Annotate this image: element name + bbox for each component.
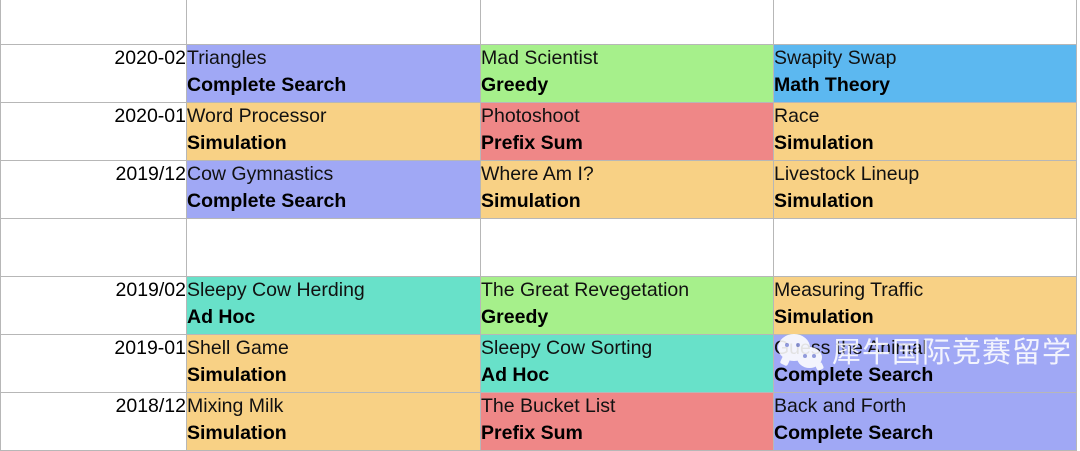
problem-title: Mad Scientist bbox=[481, 47, 599, 69]
problem-cell[interactable]: Cow Gymnastics Complete Search bbox=[186, 160, 481, 219]
month-cell[interactable]: 2019-01 bbox=[0, 334, 187, 393]
problem-topic: Greedy bbox=[481, 74, 549, 96]
problem-topic: Simulation bbox=[774, 306, 874, 328]
table-row: 2019/02 Sleepy Cow Herding Ad Hoc The Great… bbox=[0, 276, 1077, 335]
problem-topic: Complete Search bbox=[187, 190, 347, 212]
problem-cell[interactable]: Measuring Traffic Simulation bbox=[773, 276, 1077, 335]
table-spacer-row bbox=[0, 218, 1077, 277]
problem-cell[interactable]: Sleepy Cow Herding Ad Hoc bbox=[186, 276, 481, 335]
table-row: 2019-01 Shell Game Simulation Sleepy Cow So… bbox=[0, 334, 1077, 393]
problem-cell[interactable]: Where Am I? Simulation bbox=[480, 160, 774, 219]
problem-topic: Complete Search bbox=[774, 422, 934, 444]
month-cell[interactable]: 2019/12 bbox=[0, 160, 187, 219]
problem-cell[interactable]: Race Simulation bbox=[773, 102, 1077, 161]
problem-cell[interactable]: Mixing Milk Simulation bbox=[186, 392, 481, 451]
problem-title: Race bbox=[774, 105, 820, 127]
problem-title: Back and Forth bbox=[774, 395, 907, 417]
month-cell[interactable]: 2020-01 bbox=[0, 102, 187, 161]
problem-cell[interactable]: Guess the Animal Complete Search bbox=[773, 334, 1077, 393]
problem-cell[interactable]: Word Processor Simulation bbox=[186, 102, 481, 161]
table-row: 2020-02 Triangles Complete Search Mad Scien… bbox=[0, 44, 1077, 103]
problem-cell[interactable]: Mad Scientist Greedy bbox=[480, 44, 774, 103]
problem-cell[interactable]: Photoshoot Prefix Sum bbox=[480, 102, 774, 161]
problem-title: Cow Gymnastics bbox=[187, 163, 334, 185]
problem-title: The Great Revegetation bbox=[481, 279, 690, 301]
month-cell[interactable]: 2018/12 bbox=[0, 392, 187, 451]
problem-title: Photoshoot bbox=[481, 105, 580, 127]
problem-cell[interactable]: Sleepy Cow Sorting Ad Hoc bbox=[480, 334, 774, 393]
empty-cell[interactable] bbox=[0, 218, 187, 277]
problem-title: Shell Game bbox=[187, 337, 289, 359]
problem-topic: Ad Hoc bbox=[187, 306, 256, 328]
problem-cell[interactable]: The Great Revegetation Greedy bbox=[480, 276, 774, 335]
problem-topic: Simulation bbox=[481, 190, 581, 212]
problem-topic: Simulation bbox=[187, 422, 287, 444]
problem-title: Sleepy Cow Sorting bbox=[481, 337, 653, 359]
table-row: 2018/12 Mixing Milk Simulation The Bucket L… bbox=[0, 392, 1077, 451]
problem-topic: Ad Hoc bbox=[481, 364, 550, 386]
table-row: 2019/12 Cow Gymnastics Complete Search Wher… bbox=[0, 160, 1077, 219]
problem-title: Guess the Animal bbox=[774, 337, 927, 359]
table-spacer-row bbox=[0, 0, 1077, 45]
month-cell[interactable]: 2019/02 bbox=[0, 276, 187, 335]
empty-cell[interactable] bbox=[773, 0, 1077, 45]
empty-cell[interactable] bbox=[480, 0, 774, 45]
problem-title: Mixing Milk bbox=[187, 395, 284, 417]
problem-topic: Math Theory bbox=[774, 74, 890, 96]
empty-cell[interactable] bbox=[186, 218, 481, 277]
problem-title: Triangles bbox=[187, 47, 267, 69]
problem-title: The Bucket List bbox=[481, 395, 616, 417]
problem-title: Sleepy Cow Herding bbox=[187, 279, 365, 301]
problem-topic: Prefix Sum bbox=[481, 132, 583, 154]
problem-topic: Simulation bbox=[774, 190, 874, 212]
empty-cell[interactable] bbox=[773, 218, 1077, 277]
problem-cell[interactable]: Shell Game Simulation bbox=[186, 334, 481, 393]
problem-topic: Simulation bbox=[187, 364, 287, 386]
problem-title: Where Am I? bbox=[481, 163, 594, 185]
problem-title: Measuring Traffic bbox=[774, 279, 924, 301]
problem-topic: Greedy bbox=[481, 306, 549, 328]
empty-cell[interactable] bbox=[186, 0, 481, 45]
problem-cell[interactable]: Livestock Lineup Simulation bbox=[773, 160, 1077, 219]
problem-cell[interactable]: Triangles Complete Search bbox=[186, 44, 481, 103]
empty-cell[interactable] bbox=[480, 218, 774, 277]
problem-topic: Simulation bbox=[774, 132, 874, 154]
problem-title: Swapity Swap bbox=[774, 47, 897, 69]
problem-cell[interactable]: Swapity Swap Math Theory bbox=[773, 44, 1077, 103]
problem-topic: Simulation bbox=[187, 132, 287, 154]
month-cell[interactable]: 2020-02 bbox=[0, 44, 187, 103]
problem-title: Livestock Lineup bbox=[774, 163, 920, 185]
problem-cell[interactable]: The Bucket List Prefix Sum bbox=[480, 392, 774, 451]
problem-topic: Complete Search bbox=[187, 74, 347, 96]
problem-cell[interactable]: Back and Forth Complete Search bbox=[773, 392, 1077, 451]
empty-cell[interactable] bbox=[0, 0, 187, 45]
problem-topic: Complete Search bbox=[774, 364, 934, 386]
table-row: 2020-01 Word Processor Simulation Photoshoo… bbox=[0, 102, 1077, 161]
problem-title: Word Processor bbox=[187, 105, 327, 127]
problem-topic: Prefix Sum bbox=[481, 422, 583, 444]
